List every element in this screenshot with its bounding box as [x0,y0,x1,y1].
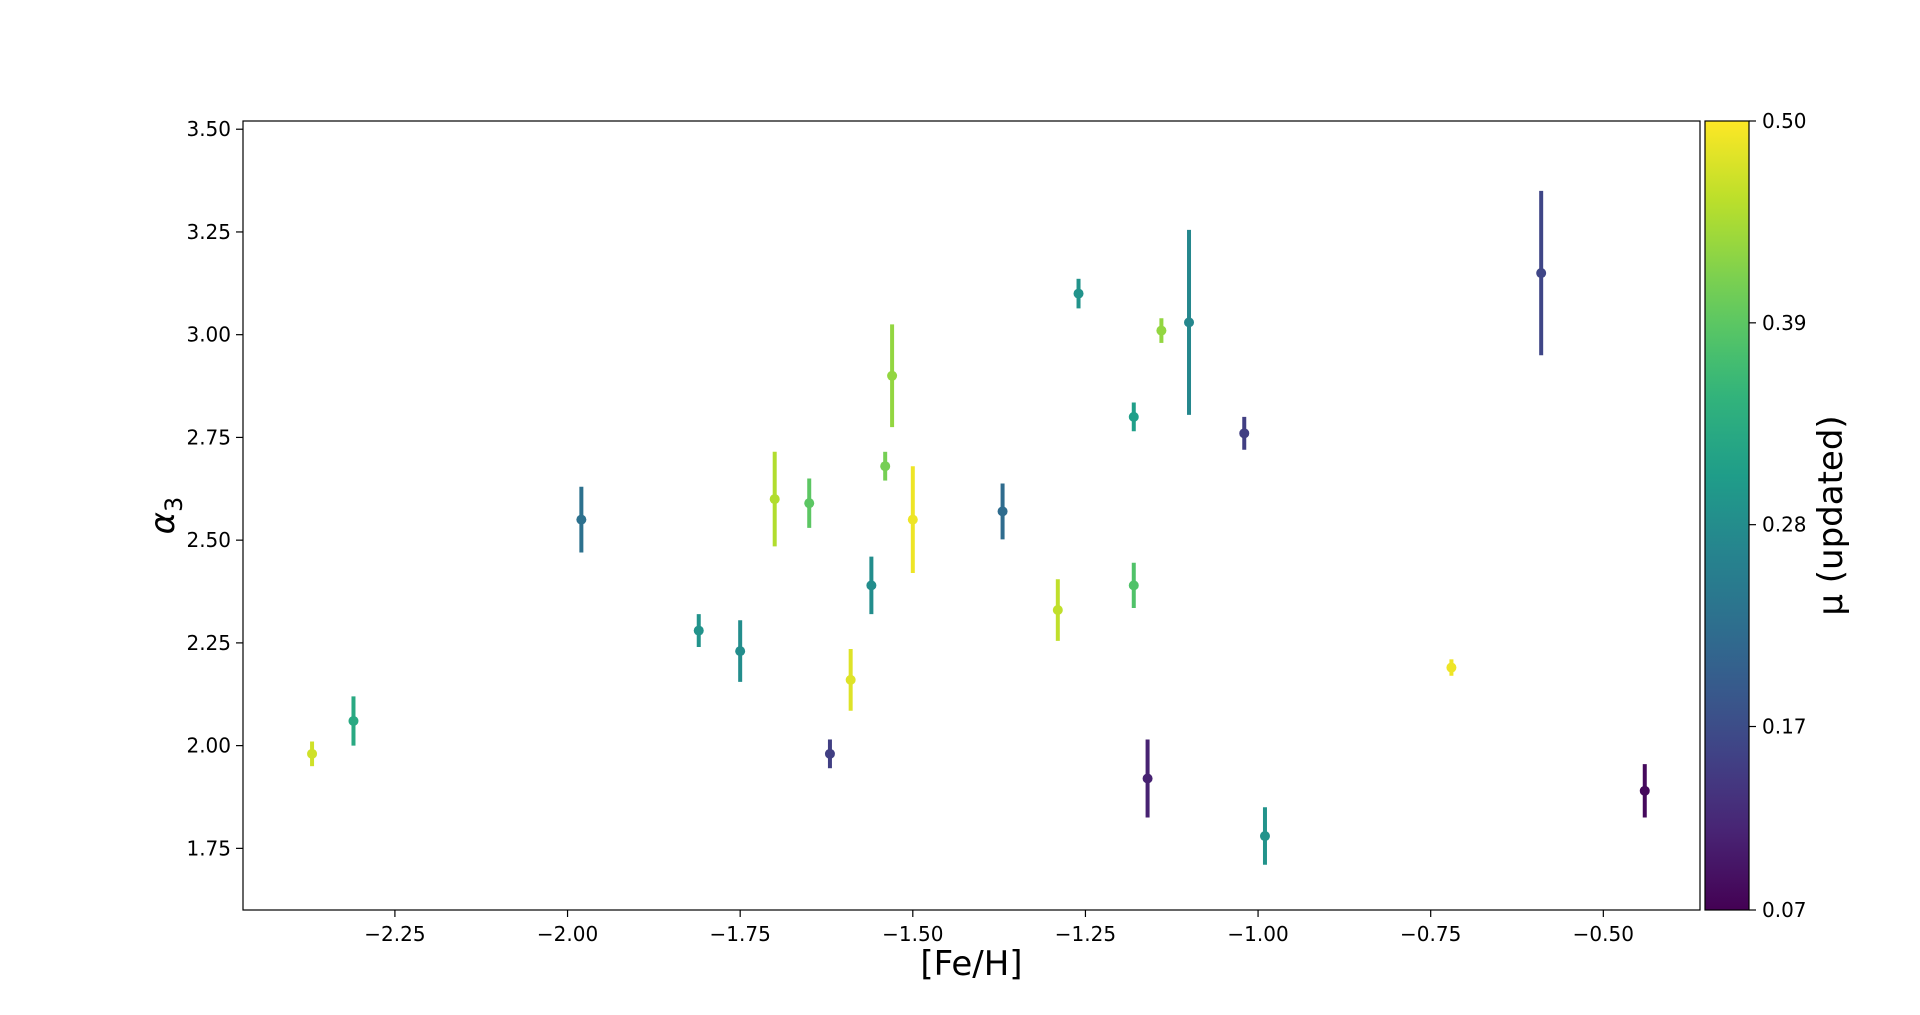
data-point [1446,662,1457,673]
colorbar-scale [1704,120,1750,911]
x-tick-label: −1.50 [882,922,943,946]
data-point [1639,785,1650,796]
colorbar-title: μ (updated) [1811,415,1851,615]
data-point [1142,773,1153,784]
y-tick-label: 2.50 [186,528,231,552]
y-tick-label: 2.75 [186,425,231,449]
x-tick-label: −2.00 [537,922,598,946]
data-point [576,514,587,525]
data-point [1073,288,1084,299]
data-point [1259,831,1270,842]
colorbar-tick-label: 0.17 [1762,715,1807,739]
data-point [1128,411,1139,422]
data-point [866,580,877,591]
y-axis-title: α3 [143,497,188,535]
colorbar-tick-label: 0.28 [1762,513,1807,537]
axes-frame [242,120,1701,911]
data-point [1239,428,1250,439]
y-tick-label: 3.00 [186,323,231,347]
colorbar-tick-label: 0.50 [1762,109,1807,133]
data-point [824,748,835,759]
data-point [907,514,918,525]
data-point [845,674,856,685]
y-tick-label: 2.25 [186,631,231,655]
y-tick-label: 1.75 [186,836,231,860]
data-point [735,646,746,657]
colorbar-tick-label: 0.39 [1762,311,1807,335]
data-point [769,494,780,505]
x-tick-label: −2.25 [364,922,425,946]
x-axis-title: [Fe/H] [920,944,1022,984]
data-point [1536,268,1547,279]
data-point [1184,317,1195,328]
data-point [1128,580,1139,591]
data-point [1156,325,1167,336]
data-point [887,370,898,381]
x-tick-label: −1.25 [1055,922,1116,946]
data-point [997,506,1008,517]
colorbar-tick-label: 0.07 [1762,898,1807,922]
x-tick-label: −1.75 [710,922,771,946]
plot-area: −2.25 −2.00 −1.75 −1.50 −1.25 −1.00 −0.75 −0.50… [143,117,1701,984]
y-tick-label: 3.50 [186,117,231,141]
colorbar: 0.07 0.17 0.28 0.39 0.50 μ (updated) [1704,109,1851,922]
data-point [804,498,815,509]
data-point [880,461,891,472]
data-point [348,715,359,726]
data-point [1052,605,1063,616]
data-point [307,748,318,759]
x-tick-label: −0.75 [1400,922,1461,946]
x-tick-label: −1.00 [1227,922,1288,946]
data-point [693,625,704,636]
x-tick-label: −0.50 [1573,922,1634,946]
y-tick-label: 2.00 [186,734,231,758]
y-tick-label: 3.25 [186,220,231,244]
